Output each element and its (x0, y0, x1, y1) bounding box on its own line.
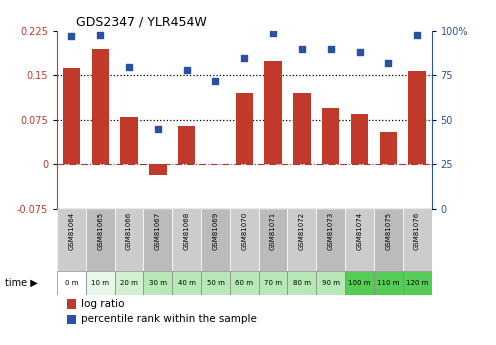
Bar (115, 209, 143, 271)
Bar (374, 271, 403, 295)
Bar (379, 132, 397, 164)
Text: GSM81071: GSM81071 (270, 212, 276, 250)
Text: 30 m: 30 m (149, 280, 167, 286)
Text: 50 m: 50 m (206, 280, 224, 286)
Text: 0 m: 0 m (64, 280, 78, 286)
Text: GSM81073: GSM81073 (328, 212, 334, 250)
Bar (409, 71, 426, 164)
Bar (345, 209, 374, 271)
Bar (236, 93, 253, 164)
Bar (172, 209, 201, 271)
Text: 10 m: 10 m (91, 280, 109, 286)
Point (125, 64, 133, 69)
Bar (230, 271, 259, 295)
Point (384, 60, 392, 66)
Text: GSM81070: GSM81070 (241, 212, 248, 250)
Point (413, 32, 421, 37)
Bar (351, 114, 368, 164)
Text: 40 m: 40 m (178, 280, 195, 286)
Text: 70 m: 70 m (264, 280, 282, 286)
Point (154, 126, 162, 131)
Bar (57, 209, 86, 271)
Text: GSM81072: GSM81072 (299, 212, 305, 250)
Text: GSM81069: GSM81069 (212, 212, 218, 250)
Point (183, 67, 190, 73)
Text: GSM81065: GSM81065 (97, 212, 103, 250)
Bar (259, 271, 288, 295)
Bar (92, 49, 109, 164)
Point (211, 78, 219, 83)
Bar (57, 271, 86, 295)
Text: GSM81066: GSM81066 (126, 212, 132, 250)
Bar (288, 271, 316, 295)
Bar (316, 271, 345, 295)
Bar (374, 209, 403, 271)
Text: GDS2347 / YLR454W: GDS2347 / YLR454W (76, 16, 206, 29)
Bar (63, 68, 80, 164)
Point (240, 55, 248, 60)
Bar (264, 61, 282, 164)
Text: percentile rank within the sample: percentile rank within the sample (81, 315, 257, 324)
Point (327, 46, 335, 51)
Bar (201, 209, 230, 271)
Text: 110 m: 110 m (377, 280, 400, 286)
Text: GSM81068: GSM81068 (184, 212, 189, 250)
Bar (316, 209, 345, 271)
Point (269, 30, 277, 36)
Text: 120 m: 120 m (406, 280, 429, 286)
Text: 60 m: 60 m (235, 280, 253, 286)
Text: 100 m: 100 m (348, 280, 371, 286)
Bar (86, 209, 115, 271)
Text: GSM81076: GSM81076 (414, 212, 420, 250)
Bar (143, 271, 172, 295)
Bar (121, 117, 138, 164)
Bar (149, 164, 167, 175)
Text: log ratio: log ratio (81, 299, 124, 309)
Point (298, 46, 306, 51)
Point (356, 50, 364, 55)
Bar (293, 93, 310, 164)
Bar (143, 209, 172, 271)
Text: GSM81074: GSM81074 (357, 212, 363, 250)
Bar (178, 126, 195, 164)
Bar (322, 108, 339, 164)
Bar (201, 271, 230, 295)
Bar (115, 271, 143, 295)
Text: 80 m: 80 m (293, 280, 311, 286)
Text: GSM81067: GSM81067 (155, 212, 161, 250)
Bar (230, 209, 259, 271)
Text: time ▶: time ▶ (5, 278, 38, 288)
Text: 90 m: 90 m (322, 280, 340, 286)
Text: 20 m: 20 m (120, 280, 138, 286)
Bar (345, 271, 374, 295)
Point (67, 33, 75, 39)
Bar (172, 271, 201, 295)
Text: GSM81064: GSM81064 (68, 212, 74, 250)
Bar (86, 271, 115, 295)
Text: GSM81075: GSM81075 (385, 212, 391, 250)
Bar (403, 271, 432, 295)
Bar (259, 209, 288, 271)
Point (96, 32, 104, 37)
Bar (288, 209, 316, 271)
Bar (403, 209, 432, 271)
